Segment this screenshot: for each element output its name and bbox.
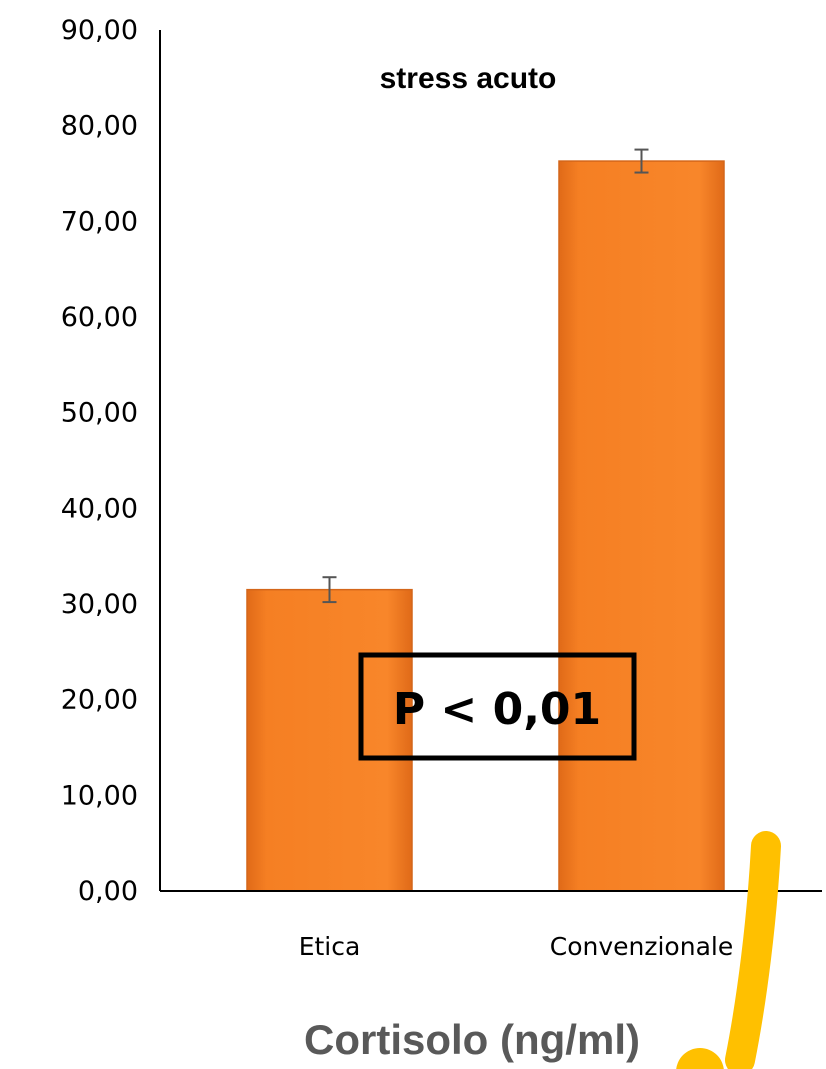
x-axis-title: Cortisolo (ng/ml) bbox=[304, 1016, 640, 1063]
highlighter-dot-mark bbox=[676, 1048, 724, 1069]
bars bbox=[246, 160, 725, 892]
p-value-label: P < 0,01 bbox=[393, 684, 601, 735]
error-bar-convenzionale bbox=[634, 148, 649, 174]
y-tick-label: 60,00 bbox=[61, 302, 138, 333]
p-value-box: P < 0,01 bbox=[358, 652, 637, 761]
chart-title: stress acuto bbox=[380, 62, 557, 95]
y-tick-label: 10,00 bbox=[61, 780, 138, 811]
y-axis-ticks: 0,00 10,00 20,00 30,00 40,00 50,00 60,00 70,00 8… bbox=[61, 15, 138, 907]
y-tick-label: 30,00 bbox=[61, 589, 138, 620]
error-bars bbox=[322, 148, 649, 604]
bar-etica bbox=[246, 588, 413, 892]
y-tick-label: 70,00 bbox=[61, 206, 138, 237]
x-category-label: Etica bbox=[299, 932, 361, 961]
y-tick-label: 20,00 bbox=[61, 685, 138, 716]
x-axis-categories: Etica Convenzionale bbox=[299, 932, 734, 961]
y-tick-label: 0,00 bbox=[78, 876, 138, 907]
y-tick-label: 40,00 bbox=[61, 493, 138, 524]
y-tick-label: 90,00 bbox=[61, 15, 138, 46]
x-category-label: Convenzionale bbox=[550, 932, 733, 961]
highlighter-stroke-mark bbox=[725, 831, 781, 1069]
y-tick-label: 50,00 bbox=[61, 398, 138, 429]
y-tick-label: 80,00 bbox=[61, 111, 138, 142]
bar-convenzionale bbox=[558, 160, 725, 892]
error-bar-etica bbox=[322, 576, 337, 604]
